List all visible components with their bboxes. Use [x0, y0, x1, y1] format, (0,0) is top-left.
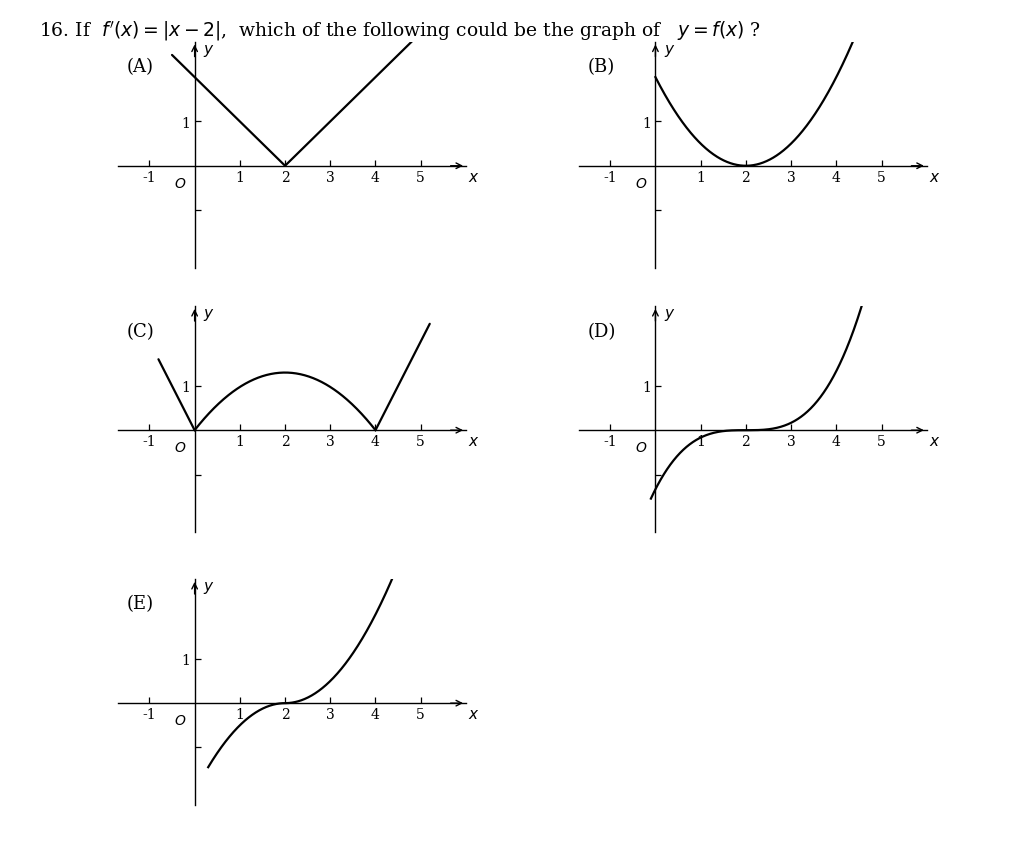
Text: $O$: $O$: [174, 176, 186, 190]
Text: $O$: $O$: [174, 713, 186, 727]
Text: $y$: $y$: [203, 579, 214, 596]
Text: $x$: $x$: [468, 170, 479, 185]
Text: $y$: $y$: [203, 307, 214, 323]
Text: $O$: $O$: [174, 440, 186, 454]
Text: $x$: $x$: [929, 170, 940, 185]
Text: (D): (D): [588, 322, 616, 340]
Text: $x$: $x$: [929, 435, 940, 449]
Text: $x$: $x$: [468, 707, 479, 722]
Text: $O$: $O$: [635, 176, 647, 190]
Text: $y$: $y$: [664, 307, 675, 323]
Text: $y$: $y$: [664, 43, 675, 59]
Text: (C): (C): [127, 322, 155, 340]
Text: (B): (B): [588, 58, 614, 76]
Text: $x$: $x$: [468, 435, 479, 449]
Text: (A): (A): [127, 58, 154, 76]
Text: $y$: $y$: [203, 43, 214, 59]
Text: $O$: $O$: [635, 440, 647, 454]
Text: (E): (E): [127, 595, 154, 613]
Text: 16. If  $f'(x) = |x - 2|$,  which of the following could be the graph of   $y = : 16. If $f'(x) = |x - 2|$, which of the f…: [39, 19, 761, 43]
